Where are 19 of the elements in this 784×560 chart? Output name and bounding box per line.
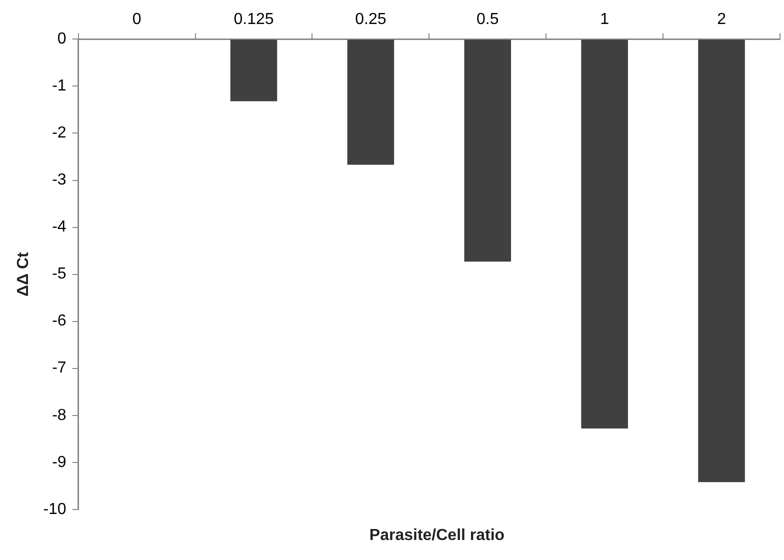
y-tick-label: 0 <box>57 30 66 48</box>
x-tick-label: 0.125 <box>234 11 274 28</box>
x-tick-label: 0 <box>132 11 142 28</box>
y-tick-label: -5 <box>52 266 66 283</box>
x-tick-label: 0.5 <box>476 11 499 28</box>
y-tick-label: -2 <box>52 124 66 142</box>
y-tick-label: -8 <box>52 406 66 424</box>
x-axis-title: Parasite/Cell ratio <box>368 527 506 545</box>
y-tick-label: -7 <box>52 360 66 377</box>
y-tick-label: -10 <box>43 500 66 518</box>
y-tick-label: -1 <box>52 78 66 95</box>
x-tick-label: 1 <box>600 11 610 28</box>
x-tick-label: 2 <box>717 11 726 28</box>
y-tick-label: -4 <box>52 218 66 236</box>
y-tick-label: -9 <box>52 454 66 471</box>
y-tick-label: -3 <box>52 172 66 189</box>
y-axis-title: ΔΔ Ct <box>15 251 32 296</box>
x-tick-label: 0.25 <box>355 11 386 28</box>
y-tick-label: -6 <box>52 312 66 330</box>
